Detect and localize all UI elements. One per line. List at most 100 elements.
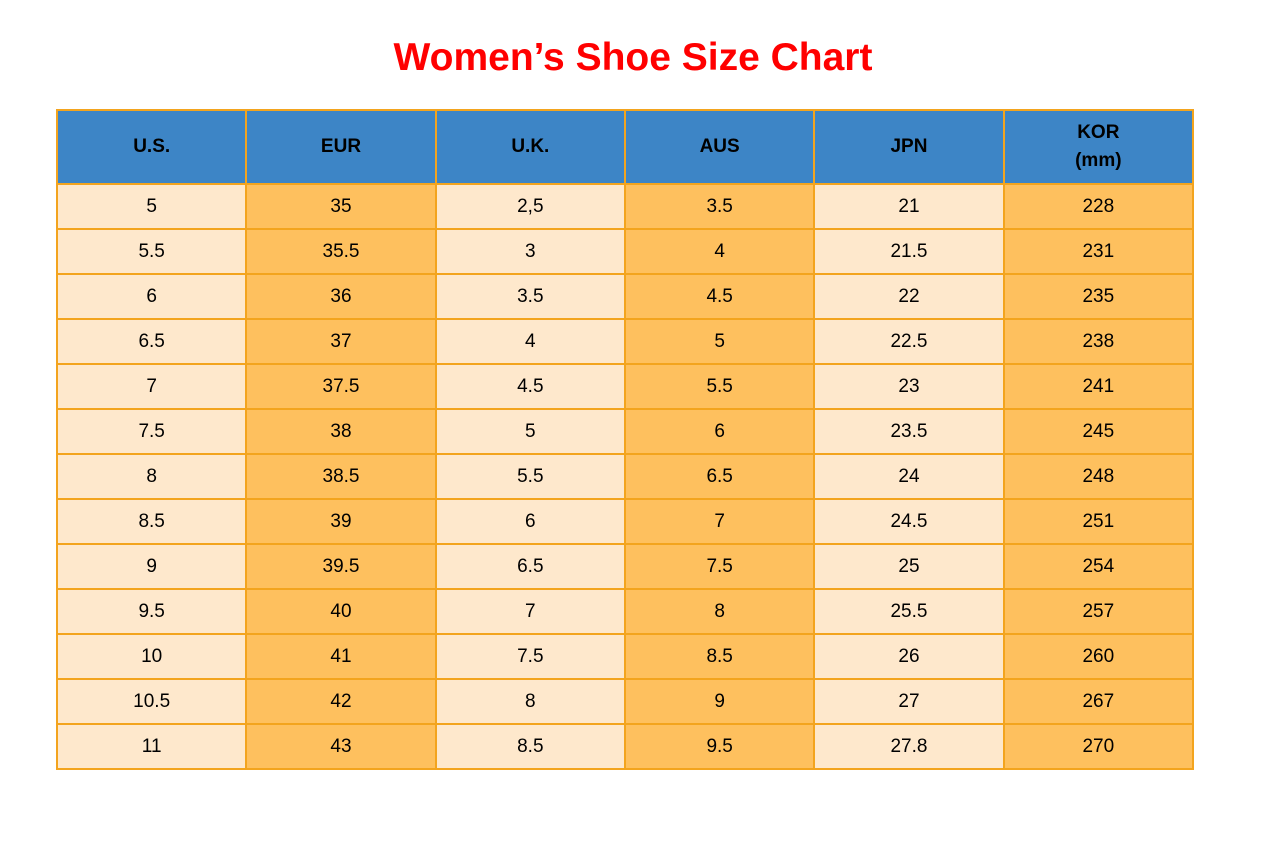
table-cell: 270	[1002, 723, 1195, 770]
table-cell: 5.5	[623, 363, 816, 410]
table-cell: 254	[1002, 543, 1195, 590]
table-cell: 257	[1002, 588, 1195, 635]
table-cell: 38.5	[245, 453, 437, 500]
table-cell: 22	[813, 273, 1005, 320]
table-row: 6 36 3.5 4.5 22 235	[55, 273, 1195, 320]
table-cell: 23.5	[813, 408, 1005, 455]
table-cell: 248	[1002, 453, 1195, 500]
table-cell: 7	[55, 363, 248, 410]
table-cell: 5.5	[55, 228, 248, 275]
table-cell: 11	[55, 723, 248, 770]
table-cell: 23	[813, 363, 1005, 410]
table-cell: 35.5	[245, 228, 437, 275]
table-cell: 7	[623, 498, 816, 545]
size-chart-table: U.S. EUR U.K. AUS JPN KOR (mm) 5 35 2,5 3.5…	[55, 109, 1195, 770]
table-cell: 9.5	[623, 723, 816, 770]
table-cell: 25	[813, 543, 1005, 590]
table-cell: 8	[55, 453, 248, 500]
table-cell: 7.5	[623, 543, 816, 590]
table-cell: 21	[813, 183, 1005, 230]
table-row: 7.5 38 5 6 23.5 245	[55, 408, 1195, 455]
table-cell: 41	[245, 633, 437, 680]
table-cell: 3.5	[434, 273, 626, 320]
table-cell: 8	[623, 588, 816, 635]
table-cell: 26	[813, 633, 1005, 680]
table-cell: 3.5	[623, 183, 816, 230]
table-cell: 5	[623, 318, 816, 365]
table-cell: 245	[1002, 408, 1195, 455]
table-cell: 10	[55, 633, 248, 680]
table-cell: 6.5	[623, 453, 816, 500]
table-cell: 6	[434, 498, 626, 545]
table-row: 8 38.5 5.5 6.5 24 248	[55, 453, 1195, 500]
table-row: 8.5 39 6 7 24.5 251	[55, 498, 1195, 545]
size-chart-table-wrap: U.S. EUR U.K. AUS JPN KOR (mm) 5 35 2,5 3.5…	[55, 109, 1195, 770]
table-cell: 6	[623, 408, 816, 455]
table-cell: 238	[1002, 318, 1195, 365]
table-cell: 231	[1002, 228, 1195, 275]
table-cell: 9	[623, 678, 816, 725]
table-cell: 35	[245, 183, 437, 230]
col-header-kor: KOR (mm)	[1002, 109, 1195, 185]
table-cell: 8.5	[434, 723, 626, 770]
header-row: U.S. EUR U.K. AUS JPN KOR (mm)	[55, 109, 1195, 185]
table-cell: 241	[1002, 363, 1195, 410]
table-cell: 5	[55, 183, 248, 230]
table-cell: 7	[434, 588, 626, 635]
table-cell: 37	[245, 318, 437, 365]
table-cell: 4.5	[434, 363, 626, 410]
col-header-aus: AUS	[623, 109, 816, 185]
table-cell: 228	[1002, 183, 1195, 230]
table-cell: 5	[434, 408, 626, 455]
table-cell: 37.5	[245, 363, 437, 410]
table-cell: 36	[245, 273, 437, 320]
col-header-jpn: JPN	[813, 109, 1005, 185]
table-cell: 25.5	[813, 588, 1005, 635]
table-cell: 235	[1002, 273, 1195, 320]
col-header-eur: EUR	[245, 109, 437, 185]
table-cell: 24.5	[813, 498, 1005, 545]
table-cell: 9	[55, 543, 248, 590]
table-row: 5.5 35.5 3 4 21.5 231	[55, 228, 1195, 275]
table-cell: 260	[1002, 633, 1195, 680]
table-cell: 27.8	[813, 723, 1005, 770]
table-cell: 10.5	[55, 678, 248, 725]
table-cell: 4	[623, 228, 816, 275]
table-cell: 5.5	[434, 453, 626, 500]
table-cell: 42	[245, 678, 437, 725]
table-cell: 43	[245, 723, 437, 770]
table-cell: 2,5	[434, 183, 626, 230]
table-row: 6.5 37 4 5 22.5 238	[55, 318, 1195, 365]
table-cell: 3	[434, 228, 626, 275]
table-cell: 267	[1002, 678, 1195, 725]
table-body: 5 35 2,5 3.5 21 228 5.5 35.5 3 4 21.5 231 6 36 3.5 4.5 2…	[55, 183, 1195, 770]
table-row: 11 43 8.5 9.5 27.8 270	[55, 723, 1195, 770]
table-cell: 38	[245, 408, 437, 455]
table-row: 10 41 7.5 8.5 26 260	[55, 633, 1195, 680]
table-cell: 39.5	[245, 543, 437, 590]
table-cell: 6	[55, 273, 248, 320]
table-cell: 6.5	[434, 543, 626, 590]
table-header: U.S. EUR U.K. AUS JPN KOR (mm)	[55, 109, 1195, 185]
table-cell: 40	[245, 588, 437, 635]
table-cell: 7.5	[434, 633, 626, 680]
table-cell: 251	[1002, 498, 1195, 545]
table-cell: 9.5	[55, 588, 248, 635]
table-cell: 6.5	[55, 318, 248, 365]
table-cell: 39	[245, 498, 437, 545]
col-header-us: U.S.	[55, 109, 248, 185]
table-cell: 21.5	[813, 228, 1005, 275]
table-cell: 22.5	[813, 318, 1005, 365]
table-cell: 27	[813, 678, 1005, 725]
table-cell: 4.5	[623, 273, 816, 320]
table-row: 9.5 40 7 8 25.5 257	[55, 588, 1195, 635]
table-cell: 8	[434, 678, 626, 725]
table-cell: 8.5	[623, 633, 816, 680]
table-row: 10.5 42 8 9 27 267	[55, 678, 1195, 725]
page-title: Women’s Shoe Size Chart	[393, 36, 873, 79]
table-cell: 7.5	[55, 408, 248, 455]
table-cell: 4	[434, 318, 626, 365]
table-row: 7 37.5 4.5 5.5 23 241	[55, 363, 1195, 410]
col-header-uk: U.K.	[434, 109, 626, 185]
